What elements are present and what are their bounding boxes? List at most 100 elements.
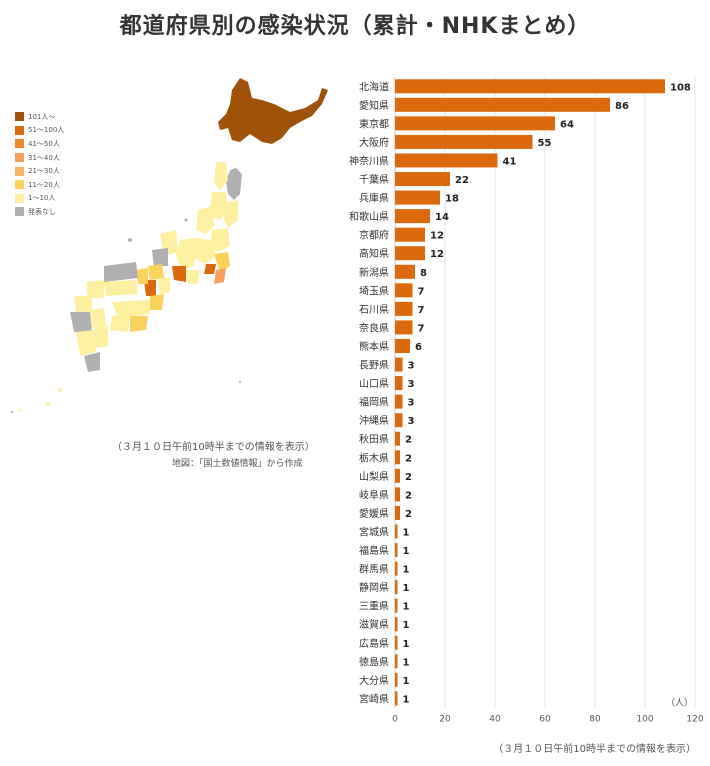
value-label: 3	[408, 416, 415, 427]
category-label: 奈良県	[359, 321, 389, 334]
legend-item: 51〜100人	[15, 124, 64, 138]
legend-label: 21〜30人	[28, 167, 60, 176]
map-legend: 101人～ 51〜100人 41〜50人 31〜40人 21〜30人 11〜20人 1〜10…	[15, 110, 64, 219]
value-label: 2	[405, 509, 412, 520]
category-label: 新潟県	[359, 266, 389, 279]
category-label: 広島県	[359, 637, 389, 650]
value-label: 22	[455, 175, 469, 186]
category-label: 兵庫県	[359, 192, 389, 205]
legend-item: 発表なし	[15, 205, 64, 219]
category-label: 高知県	[359, 247, 389, 260]
category-label: 千葉県	[359, 173, 389, 186]
value-label: 7	[418, 305, 425, 316]
unit-label: （人）	[666, 698, 693, 709]
bar	[395, 487, 400, 502]
bar	[395, 654, 398, 669]
legend-swatch	[15, 180, 24, 190]
value-label: 108	[670, 82, 691, 93]
legend-label: 31〜40人	[28, 153, 60, 162]
bar	[395, 468, 400, 483]
value-label: 3	[408, 379, 415, 390]
value-label: 14	[435, 212, 449, 223]
value-label: 64	[560, 119, 574, 130]
bar	[395, 672, 398, 687]
legend-swatch	[15, 207, 24, 217]
value-label: 86	[615, 101, 629, 112]
x-tick-label: 80	[589, 715, 601, 725]
value-label: 1	[403, 583, 410, 594]
x-tick-label: 100	[636, 715, 653, 725]
bar	[395, 116, 555, 131]
bar	[395, 431, 400, 446]
legend-swatch	[15, 193, 24, 203]
legend-label: 51〜100人	[28, 126, 65, 135]
legend-label: 1〜10人	[28, 194, 56, 203]
category-label: 山梨県	[359, 470, 389, 483]
bar	[395, 79, 665, 94]
bar	[395, 635, 398, 650]
bar	[395, 561, 398, 576]
value-label: 1	[403, 620, 410, 631]
x-tick-label: 120	[686, 715, 703, 725]
category-label: 福岡県	[359, 396, 389, 409]
category-label: 静岡県	[359, 581, 389, 594]
value-label: 1	[403, 602, 410, 613]
value-label: 1	[403, 657, 410, 668]
value-label: 3	[408, 361, 415, 372]
category-label: 和歌山県	[349, 210, 389, 223]
bar	[395, 617, 398, 632]
category-label: 京都府	[359, 229, 389, 242]
legend-item: 21〜30人	[15, 164, 64, 178]
page-title: 都道府県別の感染状況（累計・NHKまとめ）	[119, 14, 591, 39]
bar	[395, 691, 398, 706]
value-label: 6	[415, 342, 422, 353]
legend-label: 11〜20人	[28, 180, 60, 189]
category-label: 沖縄県	[359, 414, 389, 427]
category-label: 山口県	[359, 378, 389, 390]
bar	[395, 134, 533, 149]
category-label: 神奈川県	[349, 154, 389, 167]
value-label: 12	[430, 231, 444, 242]
value-label: 8	[420, 268, 427, 279]
bar	[395, 190, 440, 205]
value-label: 2	[405, 453, 412, 464]
legend-swatch	[15, 125, 24, 135]
bar	[395, 357, 403, 372]
category-label: 宮崎県	[359, 692, 389, 705]
bar	[395, 394, 403, 409]
value-label: 2	[405, 490, 412, 501]
x-tick-label: 40	[489, 715, 501, 725]
bar	[395, 246, 425, 261]
category-label: 石川県	[359, 304, 389, 316]
value-label: 12	[430, 249, 444, 260]
hokkaido	[218, 78, 328, 144]
bar	[395, 153, 498, 168]
bar	[395, 580, 398, 595]
bar	[395, 413, 403, 428]
value-label: 1	[403, 639, 410, 650]
legend-item: 31〜40人	[15, 151, 64, 165]
bar	[395, 301, 413, 316]
legend-item: 11〜20人	[15, 178, 64, 192]
bar	[395, 524, 398, 539]
legend-item: 41〜50人	[15, 137, 64, 151]
bar	[395, 505, 400, 520]
value-label: 7	[418, 286, 425, 297]
value-label: 2	[405, 472, 412, 483]
category-label: 長野県	[359, 360, 389, 372]
category-label: 愛知県	[359, 99, 389, 112]
value-label: 1	[403, 527, 410, 538]
bar	[395, 376, 403, 391]
value-label: 1	[403, 546, 410, 557]
map-source: 地図：「国土数値情報」から作成	[172, 459, 303, 469]
legend-label: 101人～	[28, 112, 56, 121]
chart-footnote: （３月１０日午前10時半までの情報を表示）	[493, 744, 696, 755]
value-label: 55	[538, 138, 552, 149]
category-label: 秋田県	[359, 433, 389, 446]
bar	[395, 97, 610, 112]
bar	[395, 283, 413, 298]
x-tick-label: 0	[392, 715, 398, 725]
legend-item: 101人～	[15, 110, 64, 124]
bar	[395, 450, 400, 465]
bar	[395, 320, 413, 335]
